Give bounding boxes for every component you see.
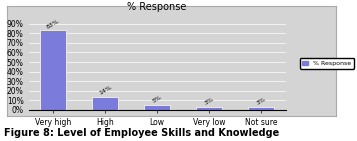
Bar: [248, 107, 274, 110]
Bar: [144, 105, 170, 110]
Text: 3%: 3%: [255, 97, 267, 106]
Bar: [92, 97, 118, 110]
Legend: % Response: % Response: [300, 58, 354, 69]
Bar: [40, 30, 66, 110]
Text: 14%: 14%: [98, 84, 112, 96]
Text: Figure 8: Level of Employee Skills and Knowledge: Figure 8: Level of Employee Skills and K…: [4, 128, 279, 138]
Text: 83%: 83%: [46, 18, 60, 29]
Text: 5%: 5%: [152, 95, 162, 104]
Title: % Response: % Response: [127, 2, 187, 12]
Bar: [196, 107, 222, 110]
Text: 3%: 3%: [203, 97, 215, 106]
